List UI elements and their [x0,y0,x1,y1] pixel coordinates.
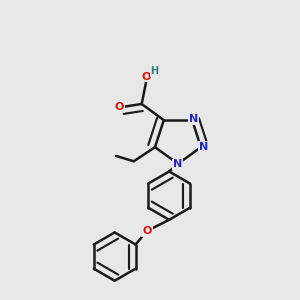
Text: O: O [114,102,124,112]
Text: O: O [142,226,152,236]
Text: H: H [150,66,158,76]
Text: O: O [141,72,151,82]
Text: N: N [173,159,183,170]
Text: N: N [199,142,208,152]
Text: N: N [189,114,198,124]
